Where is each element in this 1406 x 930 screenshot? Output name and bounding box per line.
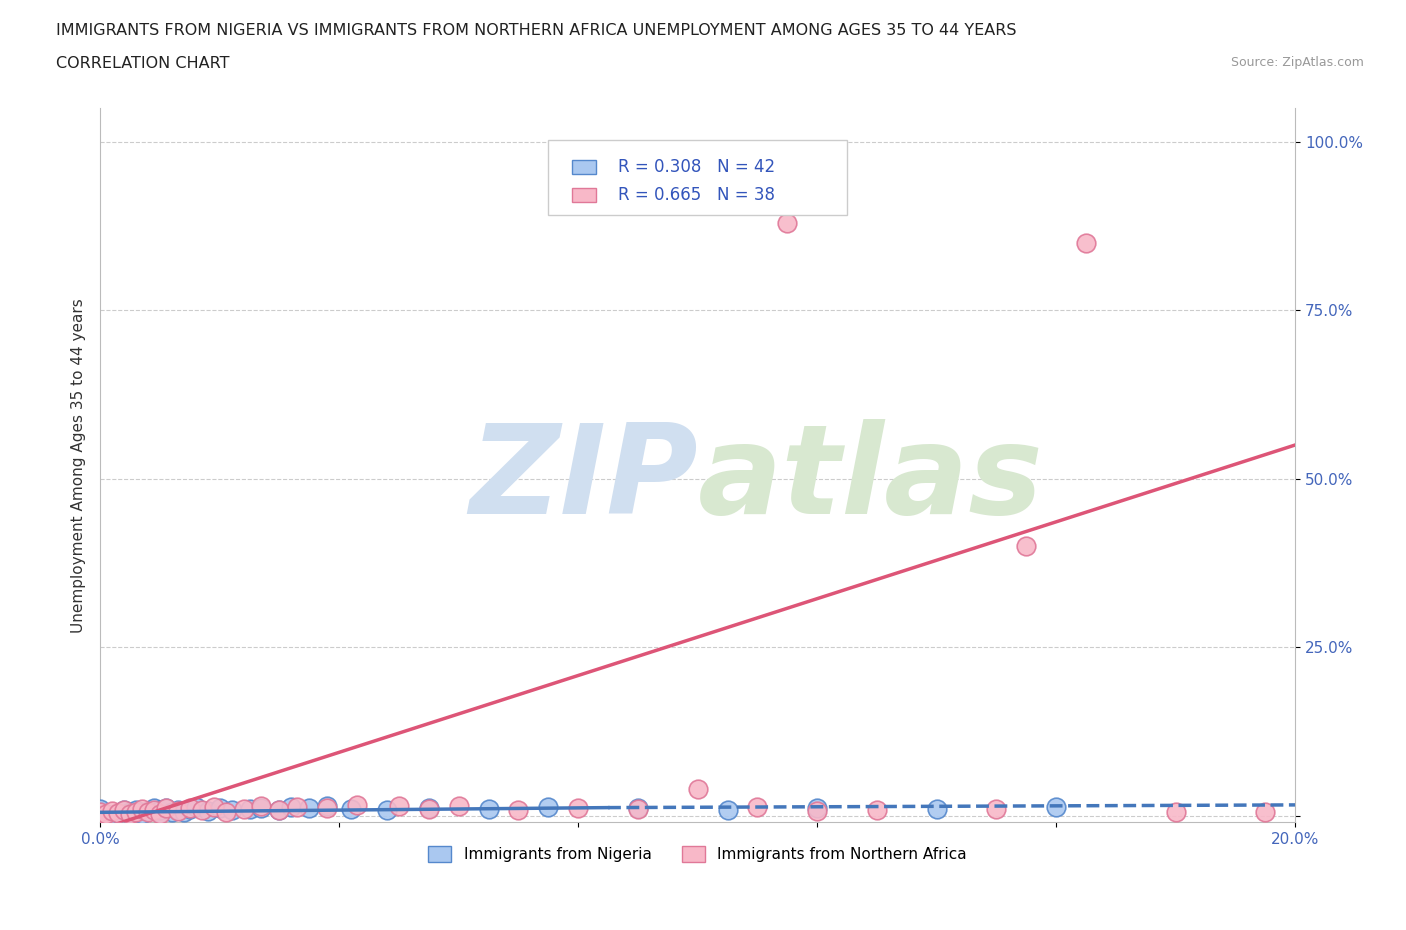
Point xyxy=(316,800,339,815)
Point xyxy=(107,805,129,820)
Point xyxy=(89,807,111,822)
Point xyxy=(316,799,339,814)
Point xyxy=(269,803,291,817)
Point xyxy=(214,804,236,819)
Point xyxy=(346,797,368,812)
Text: atlas: atlas xyxy=(697,419,1043,540)
Point xyxy=(1015,538,1038,553)
Point xyxy=(101,807,124,822)
Point xyxy=(269,803,291,817)
Text: ZIP: ZIP xyxy=(468,419,697,540)
Point xyxy=(89,804,111,819)
Point xyxy=(866,803,889,817)
Point xyxy=(776,215,799,230)
FancyBboxPatch shape xyxy=(572,160,596,175)
Point xyxy=(149,806,172,821)
Point xyxy=(197,804,219,818)
Point xyxy=(388,799,411,814)
Point xyxy=(179,801,201,816)
Point xyxy=(340,802,363,817)
Point xyxy=(89,808,111,823)
Point xyxy=(160,804,183,819)
Point xyxy=(1164,804,1187,819)
Point xyxy=(208,801,231,816)
Point xyxy=(447,798,470,813)
Point xyxy=(1045,800,1067,815)
Point xyxy=(112,803,135,817)
Point xyxy=(173,804,195,819)
Point xyxy=(155,800,177,815)
Point xyxy=(101,804,124,818)
Point xyxy=(1074,235,1097,250)
Point xyxy=(627,801,650,816)
Point xyxy=(94,806,117,821)
Text: CORRELATION CHART: CORRELATION CHART xyxy=(56,56,229,71)
Point xyxy=(508,803,530,817)
Point xyxy=(184,800,207,815)
Point xyxy=(89,802,111,817)
Y-axis label: Unemployment Among Ages 35 to 44 years: Unemployment Among Ages 35 to 44 years xyxy=(72,298,86,632)
Point xyxy=(131,806,153,821)
Point xyxy=(298,801,321,816)
Point xyxy=(142,803,165,817)
FancyBboxPatch shape xyxy=(548,140,846,215)
Point xyxy=(136,804,159,819)
Point xyxy=(89,804,111,818)
Text: Source: ZipAtlas.com: Source: ZipAtlas.com xyxy=(1230,56,1364,69)
Point xyxy=(238,802,260,817)
Point xyxy=(166,804,188,818)
Point xyxy=(986,802,1008,817)
Point xyxy=(118,807,141,822)
FancyBboxPatch shape xyxy=(572,188,596,203)
Point xyxy=(418,800,440,815)
Point xyxy=(221,803,243,817)
Point xyxy=(89,806,111,821)
Point xyxy=(806,804,828,818)
Point xyxy=(1254,804,1277,819)
Point xyxy=(627,802,650,817)
Point xyxy=(375,803,398,817)
Point xyxy=(179,802,201,817)
Point xyxy=(107,805,129,820)
Point xyxy=(125,803,148,817)
Point xyxy=(716,803,738,817)
Point xyxy=(131,802,153,817)
Text: R = 0.308   N = 42: R = 0.308 N = 42 xyxy=(617,158,775,177)
Point xyxy=(118,804,141,819)
Text: R = 0.665   N = 38: R = 0.665 N = 38 xyxy=(617,186,775,205)
Point xyxy=(155,800,177,815)
Point xyxy=(89,808,111,823)
Point xyxy=(142,801,165,816)
Point xyxy=(285,800,308,815)
Point xyxy=(477,802,499,817)
Point xyxy=(537,800,560,815)
Point xyxy=(232,802,254,817)
Point xyxy=(190,803,212,817)
Point xyxy=(747,800,769,815)
Point xyxy=(125,804,148,819)
Point xyxy=(250,798,273,813)
Point xyxy=(166,803,188,817)
Point xyxy=(418,802,440,817)
Point xyxy=(250,800,273,815)
Point xyxy=(149,803,172,817)
Point xyxy=(280,800,302,815)
Legend: Immigrants from Nigeria, Immigrants from Northern Africa: Immigrants from Nigeria, Immigrants from… xyxy=(422,840,973,869)
Point xyxy=(686,781,709,796)
Point xyxy=(925,802,948,817)
Point xyxy=(202,800,225,815)
Point xyxy=(118,807,141,822)
Point xyxy=(89,804,111,819)
Point xyxy=(806,800,828,815)
Point xyxy=(136,804,159,818)
Point xyxy=(112,803,135,817)
Point xyxy=(567,800,589,815)
Text: IMMIGRANTS FROM NIGERIA VS IMMIGRANTS FROM NORTHERN AFRICA UNEMPLOYMENT AMONG AG: IMMIGRANTS FROM NIGERIA VS IMMIGRANTS FR… xyxy=(56,23,1017,38)
Point xyxy=(149,805,172,820)
